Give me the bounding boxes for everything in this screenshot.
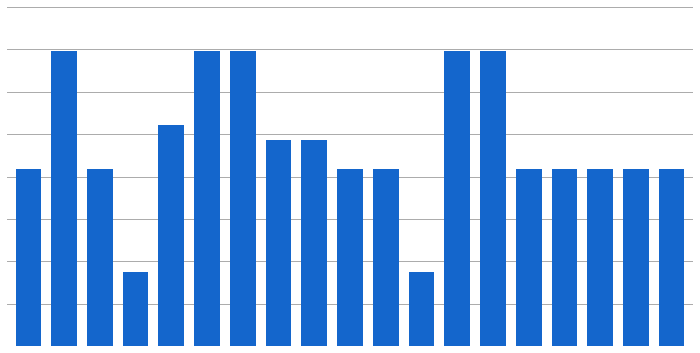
Bar	[659, 169, 685, 346]
Bar	[409, 272, 434, 346]
Bar	[158, 125, 184, 346]
Bar	[230, 51, 256, 346]
Bar	[302, 140, 327, 346]
Bar	[51, 51, 77, 346]
Bar	[373, 169, 398, 346]
Bar	[623, 169, 649, 346]
Bar	[552, 169, 578, 346]
Bar	[194, 51, 220, 346]
Bar	[587, 169, 613, 346]
Bar	[15, 169, 41, 346]
Bar	[516, 169, 542, 346]
Bar	[87, 169, 113, 346]
Bar	[122, 272, 148, 346]
Bar	[266, 140, 291, 346]
Bar	[444, 51, 470, 346]
Bar	[337, 169, 363, 346]
Bar	[480, 51, 506, 346]
